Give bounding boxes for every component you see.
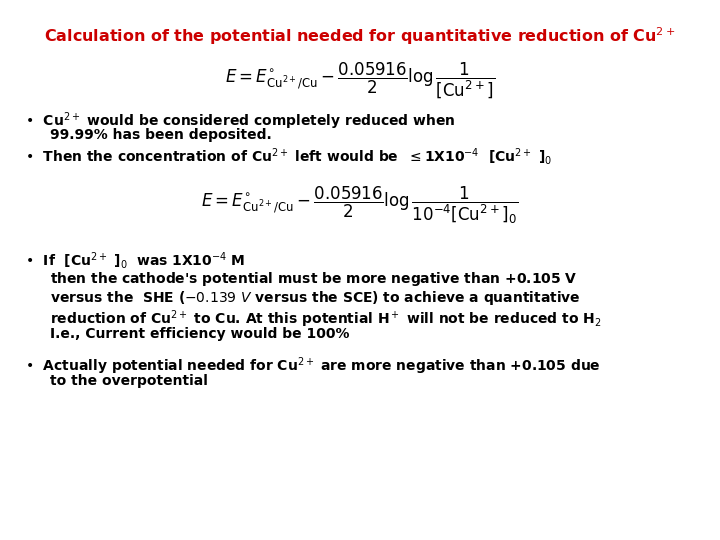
Text: $E = E^{\circ}_{\mathrm{Cu}^{2+}/\mathrm{Cu}} - \dfrac{0.05916}{2} \log \dfrac{1: $E = E^{\circ}_{\mathrm{Cu}^{2+}/\mathrm… xyxy=(202,185,518,226)
Text: •  Actually potential needed for Cu$^{2+}$ are more negative than +0.105 due: • Actually potential needed for Cu$^{2+}… xyxy=(25,355,600,376)
Text: $E = E^{\circ}_{\mathrm{Cu}^{2+}/\mathrm{Cu}} - \dfrac{0.05916}{2} \log \dfrac{1: $E = E^{\circ}_{\mathrm{Cu}^{2+}/\mathrm… xyxy=(225,60,495,100)
Text: then the cathode's potential must be more negative than $\mathbf{+0.105}$ $\math: then the cathode's potential must be mor… xyxy=(50,270,577,288)
Text: Calculation of the potential needed for quantitative reduction of Cu$^{2+}$: Calculation of the potential needed for … xyxy=(45,25,675,46)
Text: reduction of Cu$^{2+}$ to Cu. At this potential H$^+$ will not be reduced to H$_: reduction of Cu$^{2+}$ to Cu. At this po… xyxy=(50,308,602,329)
Text: I.e., Current efficiency would be 100%: I.e., Current efficiency would be 100% xyxy=(50,327,349,341)
Text: 99.99% has been deposited.: 99.99% has been deposited. xyxy=(50,128,271,142)
Text: •  Cu$^{2+}$ would be considered completely reduced when: • Cu$^{2+}$ would be considered complete… xyxy=(25,110,456,132)
Text: to the overpotential: to the overpotential xyxy=(50,374,208,388)
Text: •  Then the concentration of Cu$^{2+}$ left would be  $\leq$1X10$^{-4}$  [Cu$^{2: • Then the concentration of Cu$^{2+}$ le… xyxy=(25,146,552,167)
Text: •  If  [Cu$^{2+}$ ]$_0$  was 1X10$^{-4}$ M: • If [Cu$^{2+}$ ]$_0$ was 1X10$^{-4}$ M xyxy=(25,250,246,271)
Text: versus the  SHE ($\mathit{-0.139}$ $\mathit{V}$ versus the SCE) to achieve a qua: versus the SHE ($\mathit{-0.139}$ $\math… xyxy=(50,289,581,307)
